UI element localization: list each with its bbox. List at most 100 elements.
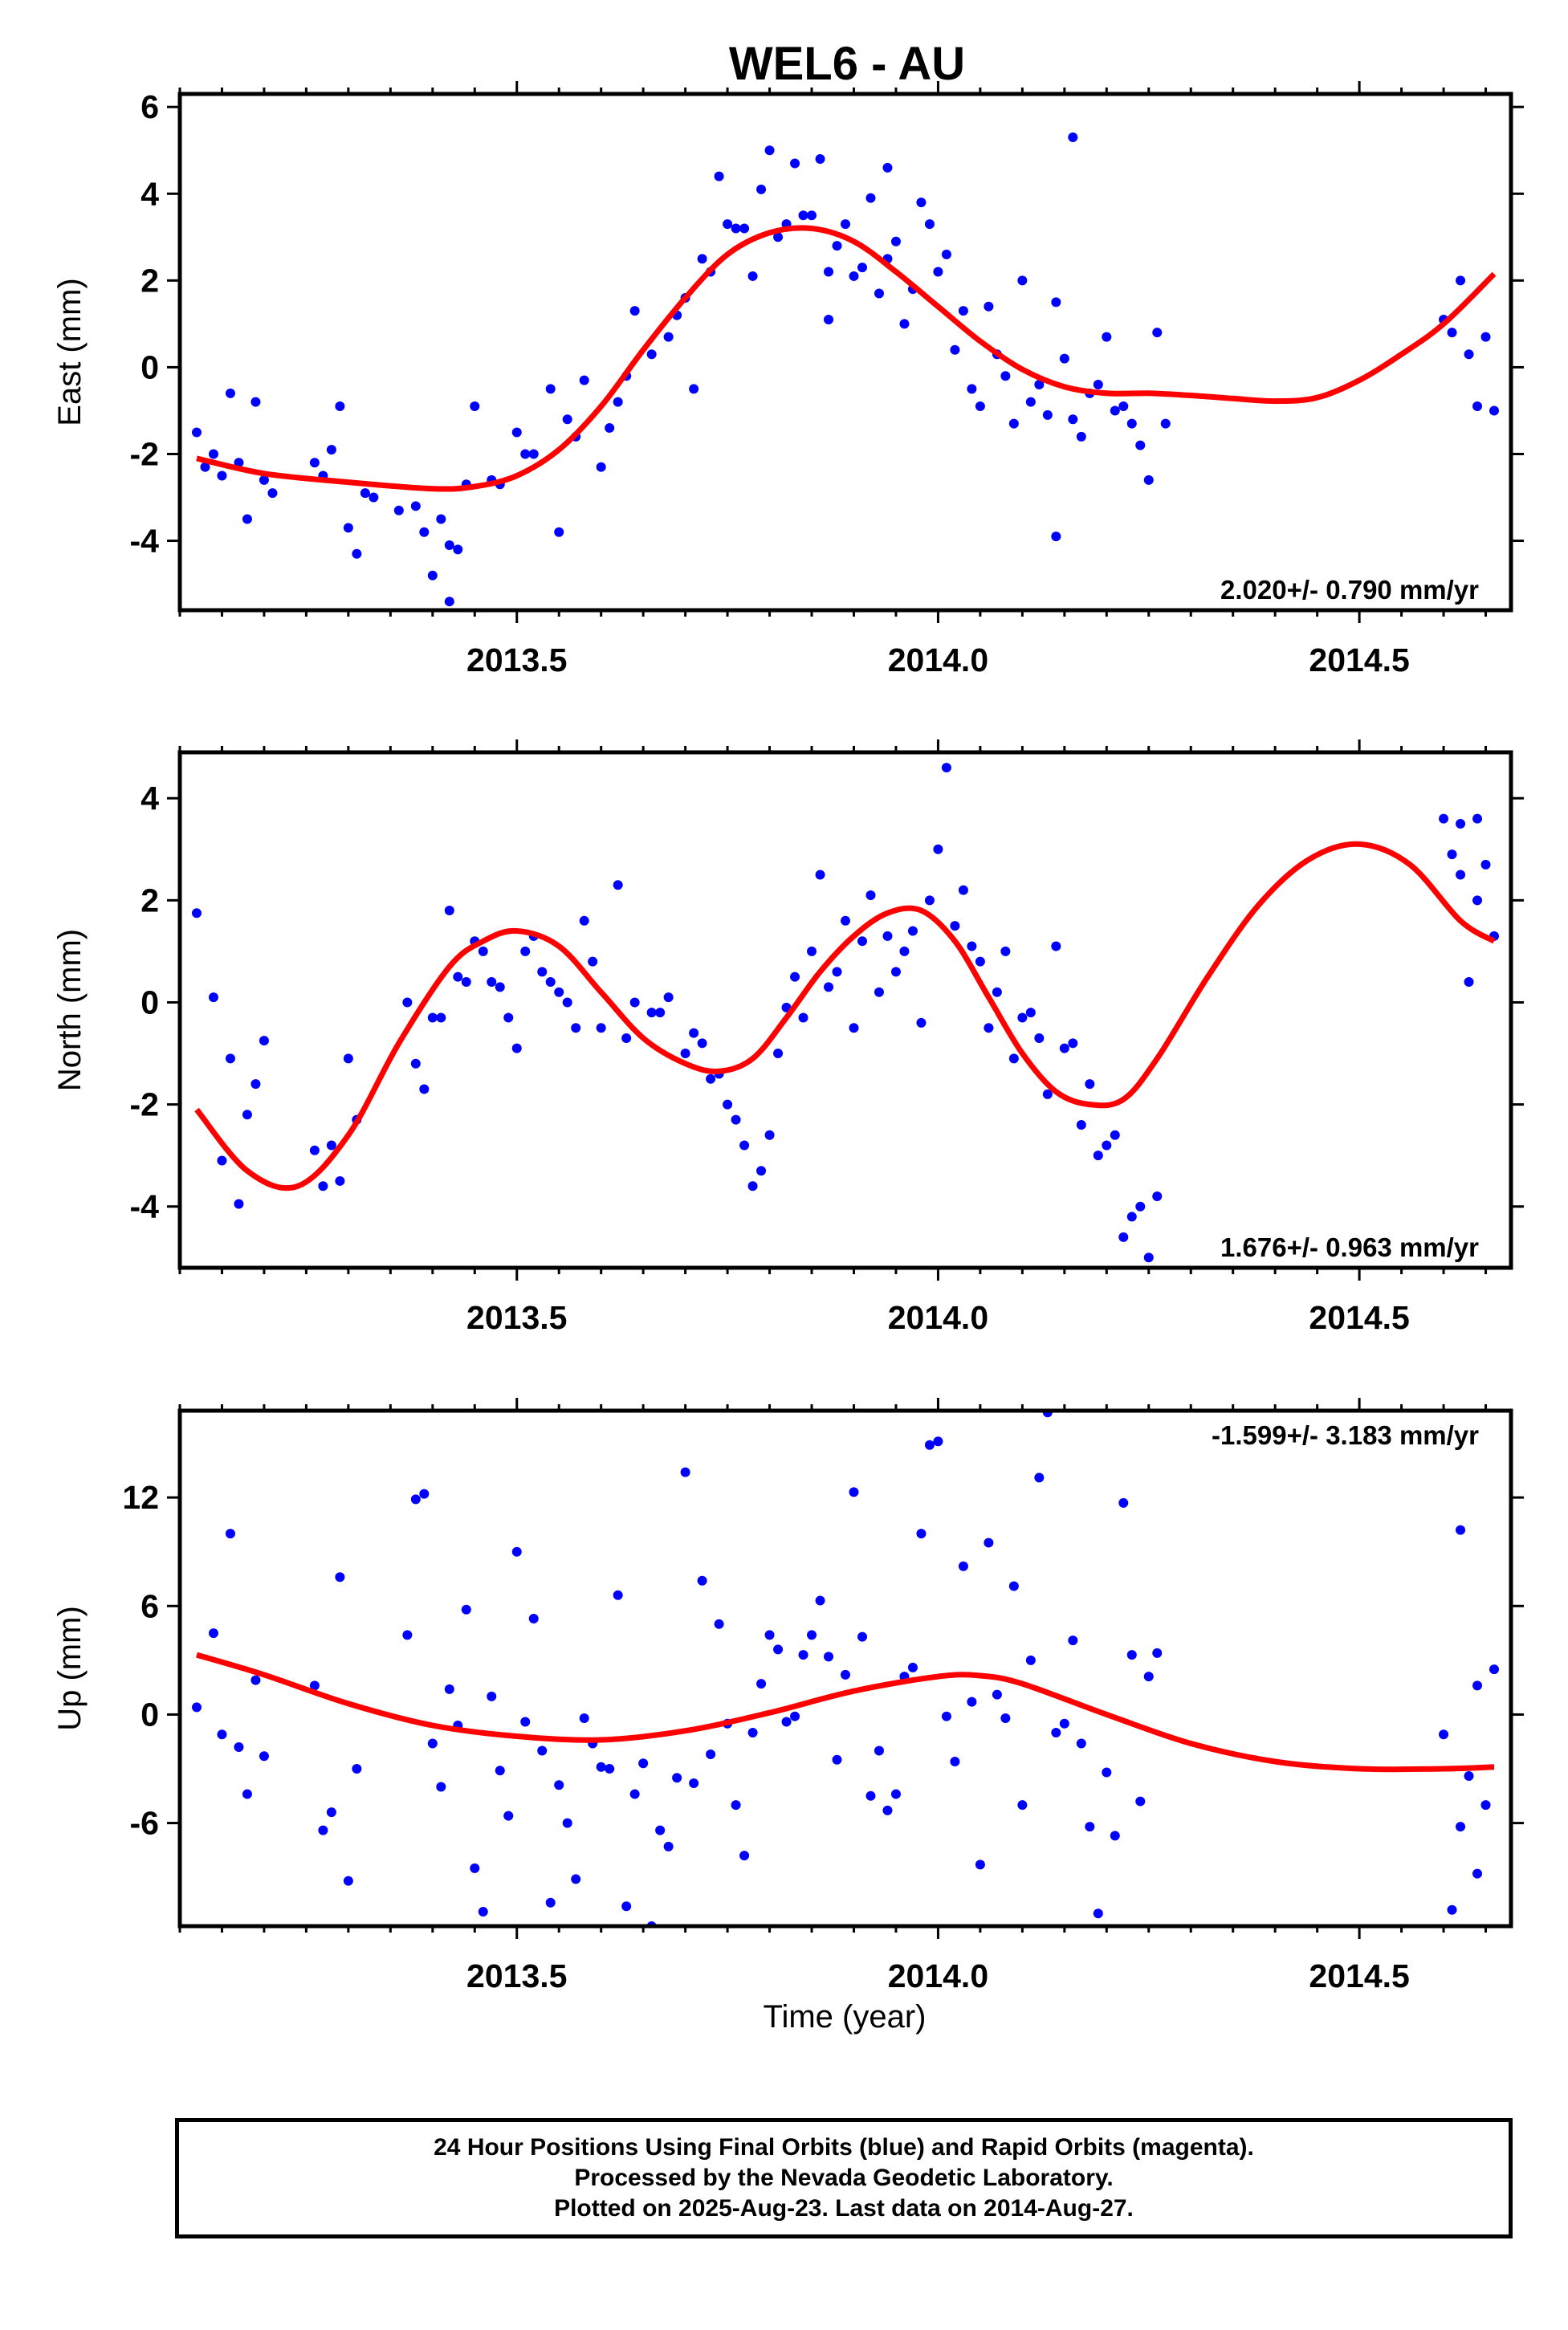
up-data-point [790,1711,800,1721]
east-fit-line [196,225,1497,492]
up-y-tick-label: 0 [141,1696,159,1733]
north-data-point [259,1036,269,1046]
north-y-axis-label: North (mm) [52,929,88,1091]
east-data-point [1042,409,1053,420]
north-data-point [849,1023,859,1033]
east-data-point [343,523,353,533]
north-data-point [318,1181,328,1191]
up-data-point [343,1876,353,1886]
east-data-point [723,219,733,230]
up-data-point [815,1595,825,1606]
east-data-point [764,145,775,156]
east-data-point [841,219,850,230]
east-data-point [613,397,623,407]
up-data-point [958,1561,968,1571]
up-data-point [217,1729,227,1740]
east-data-point [250,397,261,407]
east-data-point [191,427,202,438]
east-data-point [807,210,817,221]
up-data-point [832,1754,842,1765]
east-data-point [1008,418,1019,429]
north-data-point [941,763,951,773]
east-data-point [832,241,842,251]
up-data-point [250,1675,261,1685]
up-data-point [511,1546,522,1557]
north-data-point [427,1012,438,1023]
east-rate-label: 2.020+/- 0.790 mm/yr [1220,575,1479,605]
north-data-point [958,885,968,895]
up-data-point [208,1628,218,1639]
east-data-point [1480,332,1491,342]
east-x-tick-label: 2013.5 [466,642,567,678]
up-data-point [487,1691,497,1701]
up-data-point [857,1631,867,1642]
east-data-point [857,263,867,273]
north-data-point [950,921,960,931]
east-data-point [1126,418,1137,429]
east-data-point [1489,405,1500,416]
east-data-point [984,301,994,312]
east-data-point [410,501,421,511]
up-data-point [1093,1908,1103,1919]
north-data-point [1085,1079,1095,1090]
up-rate-label: -1.599+/- 3.183 mm/yr [1212,1420,1479,1450]
up-data-point [714,1619,724,1629]
up-data-point [907,1662,918,1672]
up-fit-line [196,1652,1495,1773]
footer-box: 24 Hour Positions Using Final Orbits (bl… [175,2118,1513,2238]
up-data-point [849,1487,859,1497]
north-data-point [537,967,548,977]
north-data-point [933,844,943,854]
up-data-point [1102,1767,1112,1778]
east-data-point [217,470,227,481]
north-data-point [756,1166,767,1176]
north-data-point [1118,1232,1129,1242]
up-data-point [528,1614,539,1624]
north-y-tick-label: 2 [141,882,159,919]
north-data-point [444,906,454,916]
up-y-axis-label: Up (mm) [52,1606,88,1731]
east-data-point [1152,328,1163,338]
east-data-point [975,401,985,412]
east-data-point [562,414,572,425]
footer-line-3: Plotted on 2025-Aug-23. Last data on 201… [554,2195,1134,2222]
east-data-point [849,271,859,281]
north-data-point [225,1053,235,1064]
east-data-point [874,288,884,299]
up-data-point [225,1529,235,1539]
up-data-point [1143,1672,1154,1682]
east-data-point [1059,353,1069,364]
up-data-point [1025,1655,1036,1665]
up-data-point [975,1860,985,1870]
east-data-point [824,314,834,324]
north-data-point [596,1023,606,1033]
north-data-point [764,1130,775,1140]
north-data-point [890,967,901,977]
east-data-point [958,306,968,316]
east-y-tick-label: 4 [141,175,159,212]
north-y-tick-label: 4 [141,780,159,817]
east-data-point [646,349,657,360]
north-data-point [663,992,674,1003]
east-y-tick-label: 6 [141,88,159,125]
up-data-point [503,1811,514,1821]
up-data-point [747,1727,758,1737]
east-data-point [756,184,767,194]
east-data-point [899,319,910,329]
north-data-point [562,997,572,1008]
north-data-point [1017,1012,1028,1023]
east-data-point [528,449,539,459]
east-data-point [436,514,446,524]
north-data-point [924,895,935,906]
up-data-point [629,1789,640,1799]
east-data-point [916,198,927,208]
up-data-point [1034,1473,1045,1483]
east-data-point [1456,275,1466,286]
up-data-point [1076,1738,1086,1749]
north-data-point [1456,870,1466,880]
east-data-point [267,488,278,499]
up-data-point [1456,1822,1466,1832]
north-data-point [723,1099,733,1110]
north-data-point [824,982,834,992]
east-data-point [1025,397,1036,407]
